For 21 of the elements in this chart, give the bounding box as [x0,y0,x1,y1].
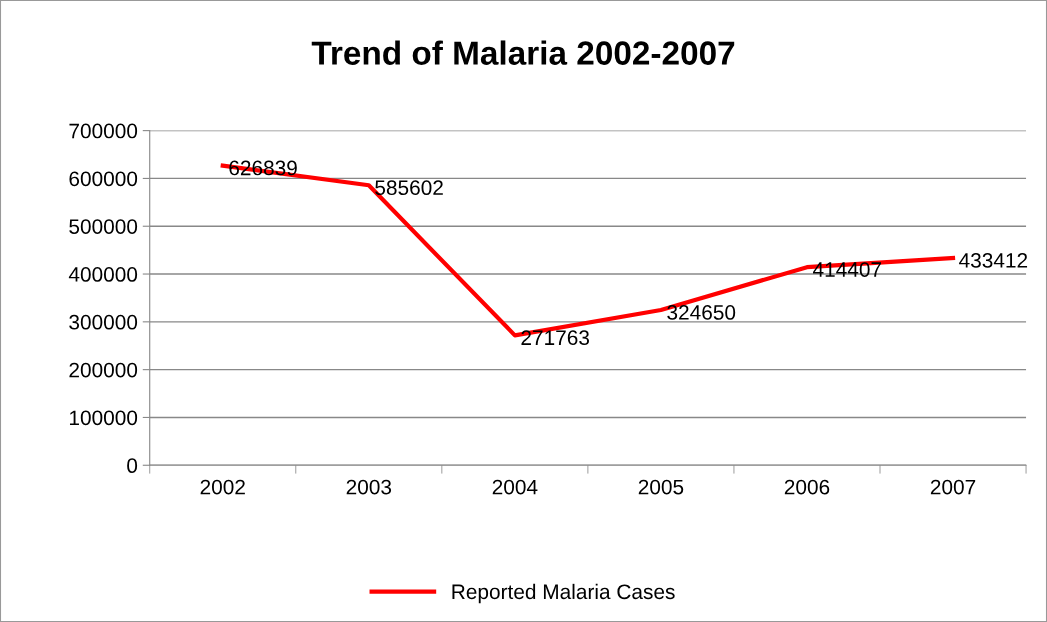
x-tick-label: 2006 [784,479,830,495]
x-tick-label: 2005 [638,479,684,495]
chart-title: Trend of Malaria 2002-2007 [311,40,735,65]
y-tick-label: 700000 [69,123,138,139]
x-tick-label: 2007 [930,479,976,495]
y-tick-label: 600000 [69,171,138,187]
data-label: 271763 [521,330,590,346]
y-tick-label: 100000 [69,410,138,426]
x-tick-label: 2002 [200,479,245,495]
y-tick-label: 0 [127,458,138,474]
data-label: 433412 [959,253,1028,268]
y-tick-label: 500000 [69,219,138,234]
data-label: 324650 [667,305,736,320]
data-label: 585602 [375,180,443,196]
y-tick-label: 200000 [69,362,138,378]
x-tick-label: 2003 [346,479,392,495]
y-tick-label: 400000 [68,267,138,282]
data-label: 414407 [813,262,881,277]
legend-label: Reported Malaria Cases [452,583,675,604]
x-tick-label: 2004 [492,479,538,495]
y-tick-label: 300000 [69,314,138,330]
